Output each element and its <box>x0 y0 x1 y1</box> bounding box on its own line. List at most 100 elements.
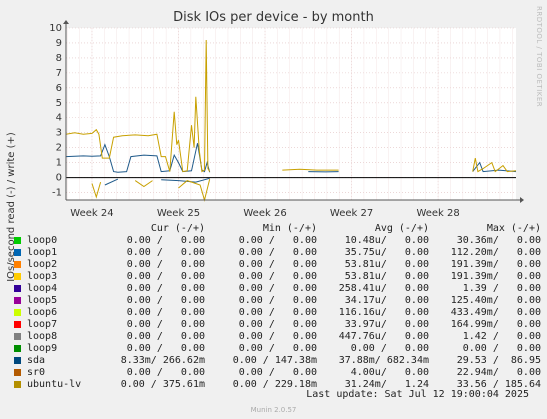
legend-cur-value: 0.00 / 0.00 <box>126 258 205 270</box>
series-line-ubuntu-lv-read <box>134 180 153 188</box>
legend-min-value: 0.00 / 0.00 <box>238 234 317 246</box>
legend-row-loop7: loop7 0.00 / 0.00 0.00 / 0.00 33.97u/ 0.00 1… <box>14 318 541 330</box>
y-axis-arrow <box>63 20 69 24</box>
legend-header-row: Cur (-/+) Min (-/+) Avg (-/+) Max (-/+) <box>14 222 541 234</box>
legend-swatch <box>14 248 21 256</box>
series-line-ubuntu-lv-write <box>282 168 339 171</box>
legend-cur-value: 0.00 / 0.00 <box>126 318 205 330</box>
y-tick-label: 6 <box>56 83 62 94</box>
series-line-ubuntu-lv-write <box>472 158 517 173</box>
y-tick-label: 10 <box>49 23 62 34</box>
legend-row-loop2: loop2 0.00 / 0.00 0.00 / 0.00 53.81u/ 0.00 1… <box>14 258 541 270</box>
legend-swatch <box>14 380 21 388</box>
legend-avg-value: 31.24m/ 1.24 <box>344 378 429 390</box>
legend-min-value: 0.00 / 0.00 <box>238 330 317 342</box>
y-tick-label: 5 <box>56 98 62 109</box>
legend-max-value: 30.36m/ 0.00 <box>456 234 541 246</box>
legend-swatch <box>14 272 21 280</box>
legend-table: Cur (-/+) Min (-/+) Avg (-/+) Max (-/+) … <box>14 222 541 390</box>
legend-header-min: Min (-/+) <box>262 222 317 234</box>
legend-min-value: 0.00 / 229.18m <box>232 378 317 390</box>
series-line-ubuntu-lv-write <box>65 39 211 173</box>
legend-avg-value: 34.17u/ 0.00 <box>344 294 429 306</box>
legend-row-loop4: loop4 0.00 / 0.00 0.00 / 0.00 258.41u/ 0.00… <box>14 282 541 294</box>
legend-row-loop1: loop1 0.00 / 0.00 0.00 / 0.00 35.75u/ 0.00 1… <box>14 246 541 258</box>
legend-min-value: 0.00 / 0.00 <box>238 366 317 378</box>
x-tick-label: Week 28 <box>416 208 459 219</box>
legend-avg-value: 37.88m/ 682.34m <box>338 354 429 366</box>
legend-row-loop9: loop9 0.00 / 0.00 0.00 / 0.00 0.00 / 0.00 0.… <box>14 342 541 354</box>
legend-header-max: Max (-/+) <box>486 222 541 234</box>
y-tick-label: 9 <box>56 38 62 49</box>
plot-area <box>66 28 516 200</box>
last-update-text: Last update: Sat Jul 12 19:00:04 2025 <box>306 389 529 400</box>
x-tick-label: Week 25 <box>157 208 200 219</box>
legend-cur-value: 0.00 / 0.00 <box>126 270 205 282</box>
legend-avg-value: 4.00u/ 0.00 <box>350 366 429 378</box>
legend-max-value: 433.49m/ 0.00 <box>450 306 541 318</box>
legend-swatch <box>14 356 21 364</box>
legend-avg-value: 10.48u/ 0.00 <box>344 234 429 246</box>
legend-header-cur: Cur (-/+) <box>150 222 205 234</box>
legend-row-loop6: loop6 0.00 / 0.00 0.00 / 0.00 116.16u/ 0.00… <box>14 306 541 318</box>
series-line-ubuntu-lv-read <box>91 181 102 199</box>
legend-min-value: 0.00 / 0.00 <box>238 258 317 270</box>
legend-avg-value: 116.16u/ 0.00 <box>338 306 429 318</box>
legend-cur-value: 0.00 / 0.00 <box>126 246 205 258</box>
legend-max-value: 112.20m/ 0.00 <box>450 246 541 258</box>
legend-avg-value: 53.81u/ 0.00 <box>344 270 429 282</box>
legend-cur-value: 0.00 / 375.61m <box>120 378 205 390</box>
legend-series-name: loop0 <box>27 234 58 246</box>
legend-series-name: ubuntu-lv <box>27 378 82 390</box>
legend-max-value: 1.42 / 0.00 <box>462 330 541 342</box>
legend-row-loop5: loop5 0.00 / 0.00 0.00 / 0.00 34.17u/ 0.00 1… <box>14 294 541 306</box>
y-tick-label: 8 <box>56 53 62 64</box>
legend-min-value: 0.00 / 0.00 <box>238 306 317 318</box>
legend-min-value: 0.00 / 147.38m <box>232 354 317 366</box>
series-line-ubuntu-lv-read <box>178 178 211 202</box>
legend-swatch <box>14 320 21 328</box>
legend-max-value: 22.94m/ 0.00 <box>456 366 541 378</box>
legend-max-value: 191.39m/ 0.00 <box>450 270 541 282</box>
munin-credit: Munin 2.0.57 <box>250 406 297 414</box>
x-tick-label: Week 24 <box>70 208 113 219</box>
legend-min-value: 0.00 / 0.00 <box>238 294 317 306</box>
legend-min-value: 0.00 / 0.00 <box>238 282 317 294</box>
legend-series-name: loop2 <box>27 258 58 270</box>
legend-avg-value: 447.76u/ 0.00 <box>338 330 429 342</box>
legend-min-value: 0.00 / 0.00 <box>238 318 317 330</box>
legend-series-name: loop8 <box>27 330 58 342</box>
legend-cur-value: 0.00 / 0.00 <box>126 330 205 342</box>
legend-max-value: 0.00 / 0.00 <box>462 342 541 354</box>
chart-title: Disk IOs per device - by month <box>173 10 374 25</box>
series-line-sda-read <box>104 178 119 186</box>
series-line-sda-write <box>472 161 517 173</box>
legend-series-name: loop5 <box>27 294 58 306</box>
legend-max-value: 125.40m/ 0.00 <box>450 294 541 306</box>
legend-avg-value: 35.75u/ 0.00 <box>344 246 429 258</box>
x-tick-label: Week 27 <box>330 208 373 219</box>
series-line-sda-write <box>65 143 211 173</box>
legend-row-sda: sda 8.33m/ 266.62m 0.00 / 147.38m 37.88m/ 6… <box>14 354 541 366</box>
y-tick-label: 2 <box>56 143 62 154</box>
legend-series-name: loop3 <box>27 270 58 282</box>
y-tick-label: 1 <box>56 158 62 169</box>
legend-max-value: 1.39 / 0.00 <box>462 282 541 294</box>
legend-cur-value: 0.00 / 0.00 <box>126 366 205 378</box>
legend-row-loop3: loop3 0.00 / 0.00 0.00 / 0.00 53.81u/ 0.00 1… <box>14 270 541 282</box>
legend-max-value: 164.99m/ 0.00 <box>450 318 541 330</box>
y-tick-label: 0 <box>56 173 62 184</box>
legend-max-value: 29.53 / 86.95 <box>456 354 541 366</box>
legend-swatch <box>14 308 21 316</box>
legend-cur-value: 0.00 / 0.00 <box>126 342 205 354</box>
legend-avg-value: 53.81u/ 0.00 <box>344 258 429 270</box>
x-tick-label: Week 26 <box>243 208 286 219</box>
x-axis-arrow <box>520 197 524 203</box>
legend-row-loop8: loop8 0.00 / 0.00 0.00 / 0.00 447.76u/ 0.00… <box>14 330 541 342</box>
y-tick-label: -1 <box>52 188 62 199</box>
legend-cur-value: 8.33m/ 266.62m <box>120 354 205 366</box>
legend-series-name: sr0 <box>27 366 46 378</box>
legend-series-name: sda <box>27 354 46 366</box>
legend-swatch <box>14 344 21 352</box>
